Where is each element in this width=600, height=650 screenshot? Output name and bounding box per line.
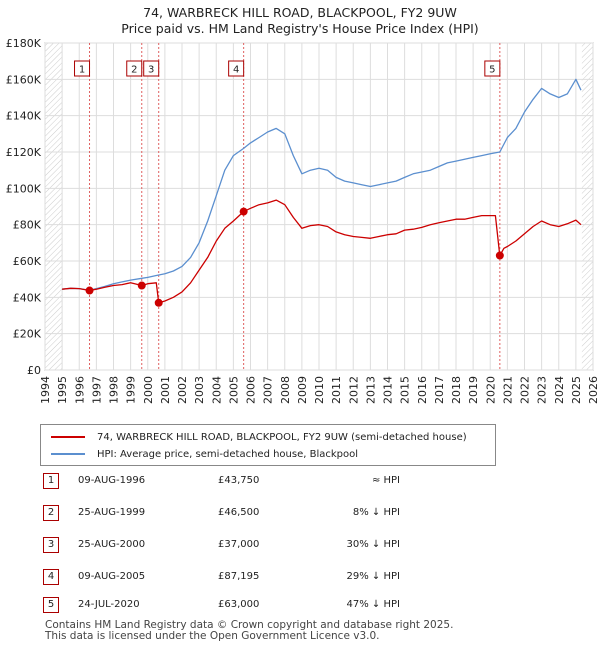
table-row: 4 09-AUG-2005 £87,195 29% ↓ HPI	[40, 567, 560, 587]
sale-date: 24-JUL-2020	[78, 599, 140, 610]
y-tick-label: £160K	[6, 73, 42, 86]
legend-label-property: 74, WARBRECK HILL ROAD, BLACKPOOL, FY2 9…	[97, 431, 467, 443]
sale-number-badge: 2	[43, 505, 59, 521]
x-tick-label: 2022	[519, 376, 532, 404]
x-tick-label: 1998	[108, 376, 121, 404]
y-tick-label: £80K	[13, 219, 42, 232]
sale-number-badge: 1	[43, 473, 59, 489]
x-tick-label: 2013	[364, 376, 377, 404]
sale-hpi-comparison: 47% ↓ HPI	[346, 599, 400, 610]
sale-label-box	[74, 60, 91, 77]
table-row: 3 25-AUG-2000 £37,000 30% ↓ HPI	[40, 535, 560, 555]
sale-number-badge: 3	[43, 537, 59, 553]
x-tick-label: 2026	[587, 376, 600, 404]
sale-label-number: 1	[79, 65, 85, 76]
sale-price: £43,750	[218, 475, 260, 486]
x-tick-label: 2002	[176, 376, 189, 404]
footer-line-copyright: Contains HM Land Registry data © Crown c…	[45, 619, 454, 631]
x-tick-label: 2014	[382, 376, 395, 404]
hpi-line	[62, 78, 582, 291]
sale-date: 09-AUG-2005	[78, 571, 146, 582]
x-tick-label: 2016	[416, 376, 429, 404]
x-tick-label: 2006	[245, 376, 258, 404]
sale-hpi-comparison: 30% ↓ HPI	[346, 539, 400, 550]
x-tick-label: 2023	[536, 376, 549, 404]
x-tick-label: 2004	[210, 376, 223, 404]
y-tick-label: £20K	[13, 328, 42, 341]
sale-label-box	[143, 60, 160, 77]
sale-label-box	[126, 60, 143, 77]
sale-point	[239, 207, 248, 216]
x-tick-label: 2017	[433, 376, 446, 404]
sale-label-box	[228, 60, 245, 77]
legend-item-hpi: HPI: Average price, semi-detached house,…	[51, 446, 358, 462]
sale-date: 09-AUG-1996	[78, 475, 146, 486]
sale-date: 25-AUG-1999	[78, 507, 146, 518]
legend: 74, WARBRECK HILL ROAD, BLACKPOOL, FY2 9…	[40, 424, 496, 466]
x-tick-label: 2005	[227, 376, 240, 404]
x-tick-label: 2025	[570, 376, 583, 404]
x-tick-label: 1994	[39, 376, 52, 404]
sale-date: 25-AUG-2000	[78, 539, 146, 550]
chart-title: 74, WARBRECK HILL ROAD, BLACKPOOL, FY2 9…	[143, 5, 457, 20]
legend-item-property: 74, WARBRECK HILL ROAD, BLACKPOOL, FY2 9…	[51, 429, 467, 445]
sale-hpi-comparison: 29% ↓ HPI	[346, 571, 400, 582]
y-tick-label: £120K	[6, 146, 42, 159]
sale-number-badge: 5	[43, 597, 59, 613]
x-tick-label: 2021	[501, 376, 514, 404]
x-tick-label: 2019	[467, 376, 480, 404]
x-tick-label: 2020	[484, 376, 497, 404]
x-tick-label: 2008	[279, 376, 292, 404]
sale-hpi-comparison: 8% ↓ HPI	[352, 507, 400, 518]
hatch-region-end	[581, 43, 593, 370]
legend-swatch-property	[51, 436, 85, 438]
x-tick-label: 2010	[313, 376, 326, 404]
sale-price: £63,000	[218, 599, 260, 610]
sale-label-number: 5	[489, 65, 495, 76]
x-tick-label: 2000	[142, 376, 155, 404]
sale-label-number: 2	[131, 65, 137, 76]
price-chart: £0 £20K £40K £60K £80K £100K £120K £140K £160K £1…	[6, 37, 600, 404]
sale-price: £37,000	[218, 539, 260, 550]
y-tick-label: £180K	[6, 37, 42, 50]
sale-number-badge: 4	[43, 569, 59, 585]
sale-point	[495, 251, 504, 260]
y-tick-label: £40K	[13, 291, 42, 304]
y-tick-label: £60K	[13, 255, 42, 268]
legend-swatch-hpi	[51, 453, 85, 455]
table-row: 2 25-AUG-1999 £46,500 8% ↓ HPI	[40, 503, 560, 523]
hatch-region-start	[45, 43, 63, 370]
sale-point	[137, 281, 146, 290]
x-tick-label: 1997	[90, 376, 103, 404]
sale-price: £46,500	[218, 507, 260, 518]
x-tick-label: 2024	[553, 376, 566, 404]
x-tick-label: 2012	[347, 376, 360, 404]
x-tick-label: 1996	[73, 376, 86, 404]
footer-line-licence: This data is licensed under the Open Gov…	[45, 630, 380, 642]
sale-label-number: 3	[148, 65, 154, 76]
table-row: 1 09-AUG-1996 £43,750 ≈ HPI	[40, 471, 560, 491]
sale-price: £87,195	[218, 571, 260, 582]
y-tick-label: £100K	[6, 182, 42, 195]
x-tick-label: 1995	[56, 376, 69, 404]
sale-point	[154, 298, 163, 307]
y-tick-label: £140K	[6, 110, 42, 123]
x-tick-label: 2003	[193, 376, 206, 404]
x-tick-label: 2009	[296, 376, 309, 404]
x-tick-label: 1999	[125, 376, 138, 404]
x-tick-label: 2001	[159, 376, 172, 404]
table-row: 5 24-JUL-2020 £63,000 47% ↓ HPI	[40, 595, 560, 615]
footer-notice: Contains HM Land Registry data © Crown c…	[45, 620, 453, 642]
chart-subtitle: Price paid vs. HM Land Registry's House …	[121, 21, 479, 36]
sale-hpi-comparison: ≈ HPI	[371, 475, 400, 486]
x-tick-label: 2015	[399, 376, 412, 404]
y-tick-label: £0	[27, 364, 41, 377]
x-tick-label: 2011	[330, 376, 343, 404]
sale-point	[85, 286, 94, 295]
x-tick-label: 2018	[450, 376, 463, 404]
legend-label-hpi: HPI: Average price, semi-detached house,…	[97, 448, 359, 460]
sale-label-number: 4	[233, 65, 239, 76]
x-tick-label: 2007	[262, 376, 275, 404]
sale-label-box	[484, 60, 501, 77]
